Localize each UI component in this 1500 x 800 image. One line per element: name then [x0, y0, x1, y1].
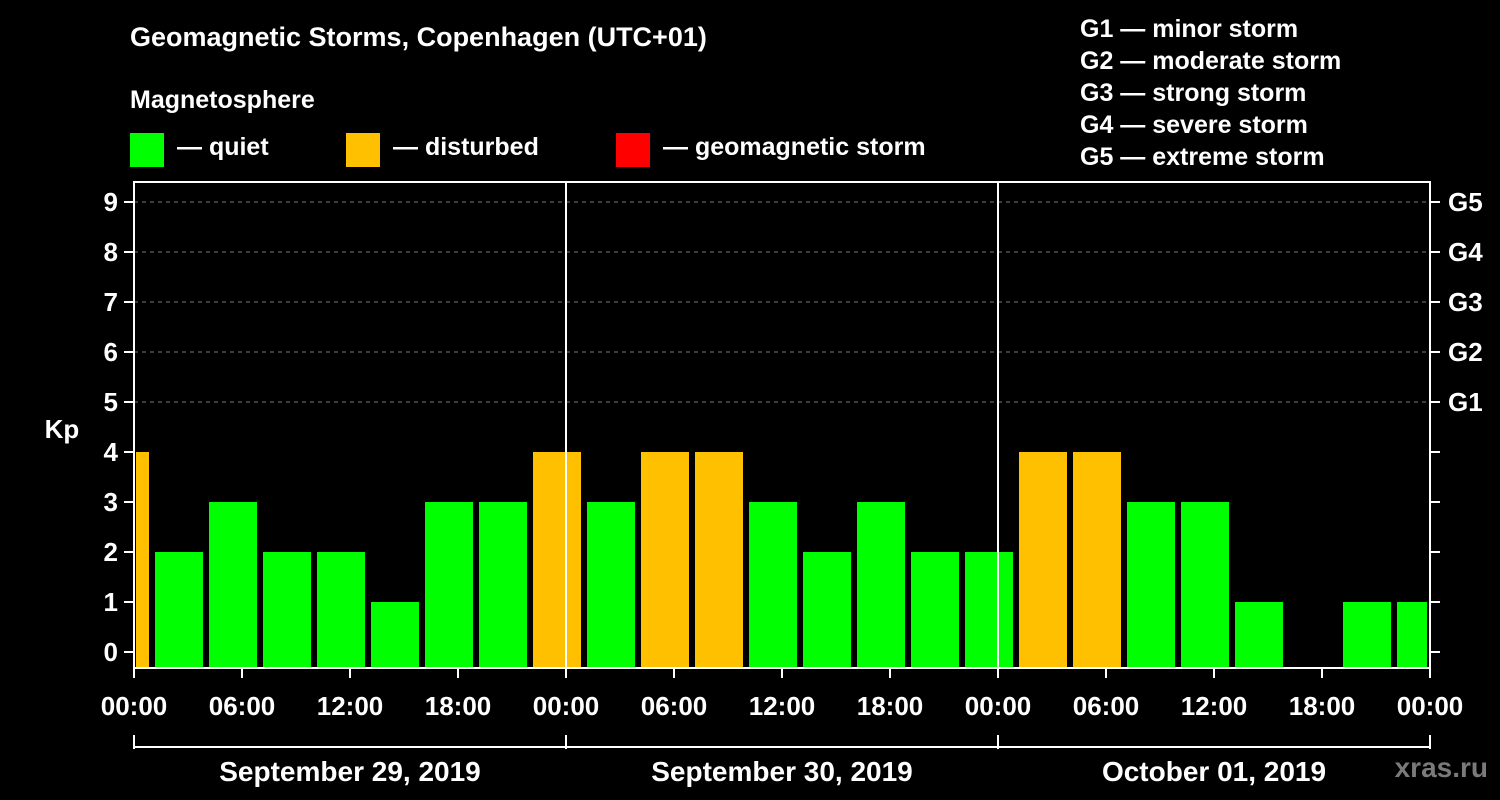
bar-10 — [641, 452, 689, 668]
bar-9 — [587, 502, 635, 668]
x-tick-label: 00:00 — [101, 691, 168, 721]
y-tick-label: 9 — [104, 187, 118, 217]
bar-1 — [155, 552, 203, 668]
y-tick-label: 7 — [104, 287, 118, 317]
legend-label-disturbed: — disturbed — [393, 133, 539, 161]
y-tick-label: 1 — [104, 587, 118, 617]
magnetosphere-title: Magnetosphere — [130, 86, 315, 114]
bar-16 — [965, 552, 1013, 668]
legend-swatch-storm — [616, 133, 650, 167]
y-tick-label: 0 — [104, 637, 118, 667]
storm-scale-g1: G1 — minor storm — [1080, 15, 1299, 43]
bar-20 — [1181, 502, 1229, 668]
y-axis-label: Kp — [45, 414, 80, 444]
x-tick-label: 18:00 — [1289, 691, 1356, 721]
legend-label-storm: — geomagnetic storm — [663, 133, 926, 161]
g-level-label: G5 — [1448, 187, 1483, 217]
storm-scale-g3: G3 — strong storm — [1080, 79, 1307, 107]
bar-3 — [263, 552, 311, 668]
bar-17 — [1019, 452, 1067, 668]
x-tick-label: 06:00 — [641, 691, 708, 721]
bar-2 — [209, 502, 257, 668]
storm-scale-legend: G1 — minor storm G2 — moderate storm G3 … — [1080, 14, 1341, 174]
x-tick-label: 00:00 — [533, 691, 600, 721]
legend-label-quiet: — quiet — [177, 133, 269, 161]
storm-scale-g5: G5 — extreme storm — [1080, 143, 1325, 171]
bar-23 — [1343, 602, 1391, 668]
y-tick-label: 5 — [104, 387, 118, 417]
y-tick-label: 3 — [104, 487, 118, 517]
bar-19 — [1127, 502, 1175, 668]
bar-11 — [695, 452, 743, 668]
x-tick-label: 18:00 — [857, 691, 924, 721]
watermark: xras.ru — [1394, 752, 1488, 783]
bar-7 — [479, 502, 527, 668]
x-tick-label: 12:00 — [317, 691, 384, 721]
g-level-label: G2 — [1448, 337, 1483, 367]
bar-8 — [533, 452, 581, 668]
grid-layer — [134, 201, 1430, 403]
bar-24 — [1397, 602, 1427, 668]
x-tick-label: 00:00 — [1397, 691, 1464, 721]
y-tick-label: 8 — [104, 237, 118, 267]
x-tick-label: 06:00 — [209, 691, 276, 721]
g-level-label: G3 — [1448, 287, 1483, 317]
bar-4 — [317, 552, 365, 668]
g-level-label: G4 — [1448, 237, 1483, 267]
legend-swatch-disturbed — [346, 133, 380, 167]
chart-title: Geomagnetic Storms, Copenhagen (UTC+01) — [130, 22, 707, 52]
day-label: September 29, 2019 — [219, 756, 481, 787]
y-tick-label: 2 — [104, 537, 118, 567]
x-tick-label: 18:00 — [425, 691, 492, 721]
bar-21 — [1235, 602, 1283, 668]
bar-5 — [371, 602, 419, 668]
axis-layer: 0 1 2 3 4 5 6 7 8 9 G1 G2 G3 G4 G5 00:00 06:00 12:00 18:00… — [101, 181, 1483, 787]
bar-14 — [857, 502, 905, 668]
x-tick-label: 06:00 — [1073, 691, 1140, 721]
x-tick-label: 12:00 — [1181, 691, 1248, 721]
g-level-label: G1 — [1448, 387, 1483, 417]
x-tick-label: 12:00 — [749, 691, 816, 721]
bar-6 — [425, 502, 473, 668]
y-tick-label: 4 — [104, 437, 119, 467]
bar-0 — [136, 452, 149, 668]
legend-swatch-quiet — [130, 133, 164, 167]
x-tick-label: 00:00 — [965, 691, 1032, 721]
bar-18 — [1073, 452, 1121, 668]
day-label: September 30, 2019 — [651, 756, 913, 787]
bar-layer — [136, 452, 1427, 668]
storm-scale-g2: G2 — moderate storm — [1080, 47, 1342, 75]
bar-12 — [749, 502, 797, 668]
storm-scale-g4: G4 — severe storm — [1080, 111, 1308, 139]
bar-15 — [911, 552, 959, 668]
bar-13 — [803, 552, 851, 668]
day-label: October 01, 2019 — [1102, 756, 1326, 787]
y-tick-label: 6 — [104, 337, 118, 367]
